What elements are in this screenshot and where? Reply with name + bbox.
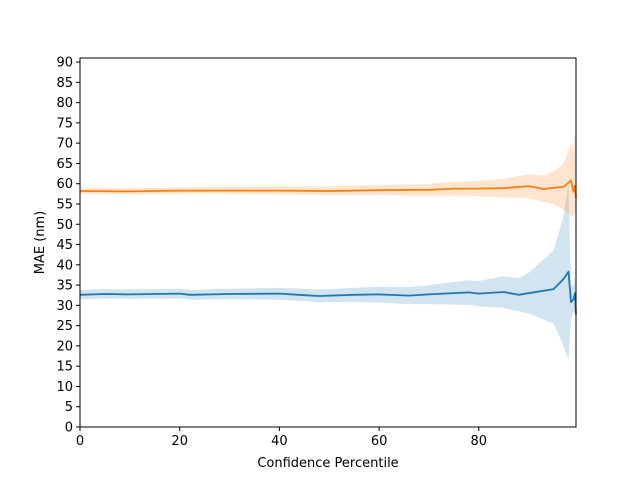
y-tick-label: 0 — [65, 421, 73, 436]
y-tick-label: 55 — [56, 197, 73, 212]
y-tick-label: 10 — [56, 380, 73, 395]
confidence-bands — [80, 131, 576, 361]
x-axis-ticks: 0 20 40 60 80 — [76, 427, 487, 449]
x-axis-label: Confidence Percentile — [257, 456, 398, 471]
y-tick-label: 50 — [56, 218, 73, 233]
y-tick-label: 35 — [56, 279, 73, 294]
y-tick-label: 90 — [56, 56, 73, 71]
series-line-2 — [79, 179, 577, 198]
x-tick-label: 0 — [76, 434, 84, 449]
y-tick-label: 65 — [56, 157, 73, 172]
y-tick-label: 70 — [56, 137, 73, 152]
x-tick-label: 40 — [271, 434, 288, 449]
y-tick-label: 15 — [56, 360, 73, 375]
y-tick-label: 80 — [56, 96, 73, 111]
y-axis-label: MAE (nm) — [33, 211, 48, 275]
y-tick-label: 40 — [56, 258, 73, 273]
plot-frame — [79, 57, 577, 428]
series-line-1 — [79, 270, 577, 315]
y-tick-label: 75 — [56, 116, 73, 131]
x-tick-label: 60 — [371, 434, 388, 449]
y-axis-ticks: 0 5 10 15 20 25 30 35 40 45 50 55 60 65 70 75 80 85 90 — [56, 56, 80, 436]
y-tick-label: 85 — [56, 76, 73, 91]
series-lines — [79, 179, 577, 315]
x-tick-label: 20 — [171, 434, 188, 449]
confidence-band-2 — [80, 131, 576, 217]
y-tick-label: 5 — [65, 400, 73, 415]
y-tick-label: 45 — [56, 238, 73, 253]
y-tick-label: 60 — [56, 177, 73, 192]
y-tick-label: 30 — [56, 299, 73, 314]
confidence-band-1 — [80, 183, 576, 361]
x-tick-label: 80 — [471, 434, 488, 449]
y-tick-label: 25 — [56, 319, 73, 334]
y-tick-label: 20 — [56, 339, 73, 354]
